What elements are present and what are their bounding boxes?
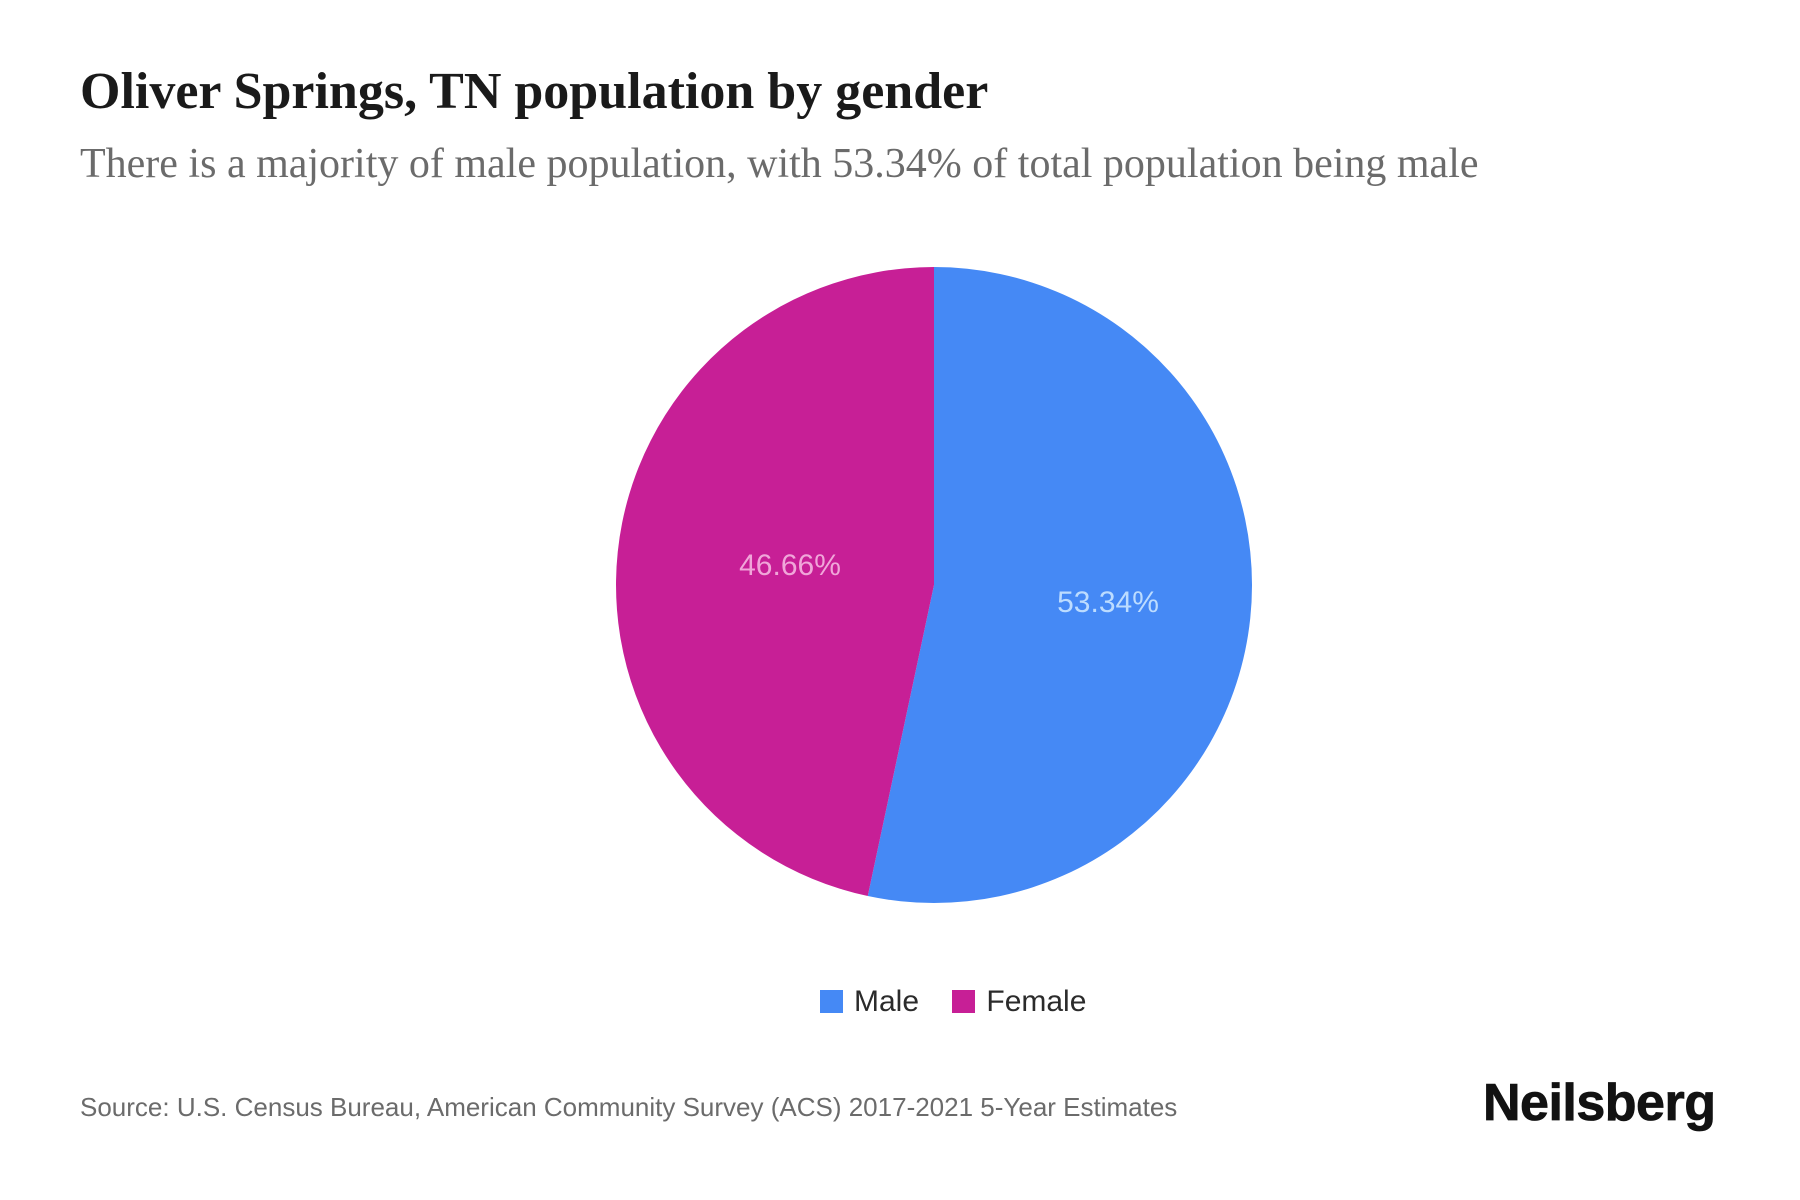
svg-text:53.34%: 53.34%	[1057, 586, 1159, 619]
svg-text:46.66%: 46.66%	[739, 549, 841, 582]
